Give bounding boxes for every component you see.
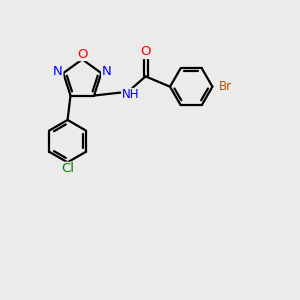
Text: NH: NH — [122, 88, 140, 101]
Text: N: N — [53, 65, 63, 78]
Text: N: N — [102, 65, 112, 78]
Text: Br: Br — [219, 80, 232, 93]
Text: O: O — [77, 47, 88, 61]
Text: Cl: Cl — [61, 162, 74, 175]
Text: O: O — [140, 46, 151, 59]
